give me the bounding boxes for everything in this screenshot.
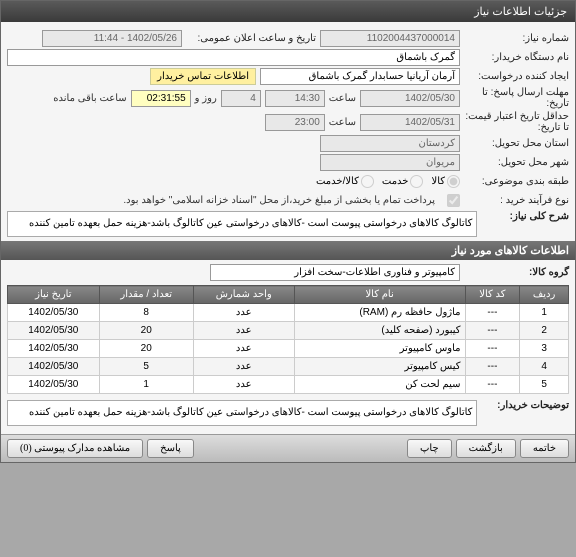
col-code: کد کالا xyxy=(465,286,520,304)
day-and-label: روز و xyxy=(195,93,217,104)
remaining-label: ساعت باقی مانده xyxy=(53,93,126,104)
table-cell: عدد xyxy=(193,304,294,322)
table-row[interactable]: 1---ماژول حافظه رم (RAM)عدد81402/05/30 xyxy=(8,304,569,322)
footer-left-group: خاتمه بازگشت چاپ xyxy=(407,439,569,458)
buyer-notes-box: کاتالوگ کالاهای درخواستی پیوست است -کالا… xyxy=(7,400,477,426)
table-header-row: ردیف کد کالا نام کالا واحد شمارش تعداد /… xyxy=(8,286,569,304)
col-name: نام کالا xyxy=(294,286,465,304)
table-cell: عدد xyxy=(193,340,294,358)
table-cell: سیم لحت کن xyxy=(294,376,465,394)
reply-button[interactable]: پاسخ xyxy=(147,439,194,458)
city-field: مریوان xyxy=(320,154,460,171)
desc-header-label: شرح کلی نیاز: xyxy=(481,211,569,222)
items-section-header: اطلاعات کالاهای مورد نیاز xyxy=(1,241,575,260)
category-radios: کالا خدمت کالا/خدمت xyxy=(316,173,460,190)
announce-label: تاریخ و ساعت اعلان عمومی: xyxy=(186,33,316,44)
table-row[interactable]: 5---سیم لحت کنعدد11402/05/30 xyxy=(8,376,569,394)
table-cell: 1402/05/30 xyxy=(8,304,100,322)
items-table: ردیف کد کالا نام کالا واحد شمارش تعداد /… xyxy=(7,285,569,394)
close-button[interactable]: خاتمه xyxy=(520,439,569,458)
footer-right-group: پاسخ مشاهده مدارک پیوستی (0) xyxy=(7,439,194,458)
table-cell: --- xyxy=(465,376,520,394)
table-row[interactable]: 3---ماوس کامپیوترعدد201402/05/30 xyxy=(8,340,569,358)
footer: خاتمه بازگشت چاپ پاسخ مشاهده مدارک پیوست… xyxy=(1,434,575,462)
table-cell: عدد xyxy=(193,376,294,394)
days-remaining: 4 xyxy=(221,90,261,107)
print-button[interactable]: چاپ xyxy=(407,439,452,458)
hour-label-2: ساعت xyxy=(329,117,356,128)
table-cell: کیبورد (صفحه کلید) xyxy=(294,322,465,340)
agency-label: نام دستگاه خریدار: xyxy=(464,52,569,63)
creator-field: آرمان آریانیا حسابدار گمرک باشماق xyxy=(260,68,460,85)
deadline-date: 1402/05/30 xyxy=(360,90,460,107)
province-field: کردستان xyxy=(320,135,460,152)
process-checkbox xyxy=(447,194,460,207)
agency-field: گمرک باشماق xyxy=(7,49,460,66)
hour-label-1: ساعت xyxy=(329,93,356,104)
table-cell: 5 xyxy=(520,376,569,394)
req-no-label: شماره نیاز: xyxy=(464,33,569,44)
back-button[interactable]: بازگشت xyxy=(456,439,516,458)
req-no-field: 1102004437000014 xyxy=(320,30,460,47)
process-row: پرداخت تمام یا بخشی از مبلغ خرید،از محل … xyxy=(123,192,460,209)
table-cell: 20 xyxy=(99,322,193,340)
table-cell: 1 xyxy=(99,376,193,394)
table-row[interactable]: 2---کیبورد (صفحه کلید)عدد201402/05/30 xyxy=(8,322,569,340)
table-cell: عدد xyxy=(193,358,294,376)
cat-goods-option[interactable]: کالا xyxy=(431,175,460,188)
deadline-label: مهلت ارسال پاسخ: تا تاریخ: xyxy=(464,87,569,109)
buyer-notes-label: توضیحات خریدار: xyxy=(481,400,569,411)
table-cell: 1402/05/30 xyxy=(8,322,100,340)
table-cell: --- xyxy=(465,304,520,322)
countdown: 02:31:55 xyxy=(131,90,191,107)
group-field: کامپیوتر و فناوری اطلاعات-سخت افزار xyxy=(210,264,460,281)
form-area: شماره نیاز: 1102004437000014 تاریخ و ساع… xyxy=(1,22,575,434)
table-cell: 1402/05/30 xyxy=(8,340,100,358)
cat-goods-radio xyxy=(447,175,460,188)
cat-service-option[interactable]: خدمت xyxy=(382,175,424,188)
table-cell: 4 xyxy=(520,358,569,376)
attachments-button[interactable]: مشاهده مدارک پیوستی (0) xyxy=(7,439,143,458)
table-row[interactable]: 4---کیس کامپیوترعدد51402/05/30 xyxy=(8,358,569,376)
table-cell: 3 xyxy=(520,340,569,358)
cat-both-option[interactable]: کالا/خدمت xyxy=(316,175,374,188)
creator-label: ایجاد کننده درخواست: xyxy=(464,71,569,82)
table-cell: ماوس کامپیوتر xyxy=(294,340,465,358)
announce-field: 1402/05/26 - 11:44 xyxy=(42,30,182,47)
table-cell: 8 xyxy=(99,304,193,322)
table-cell: 20 xyxy=(99,340,193,358)
table-cell: 1402/05/30 xyxy=(8,376,100,394)
process-label: نوع فرآیند خرید : xyxy=(464,195,569,206)
table-cell: --- xyxy=(465,322,520,340)
table-cell: --- xyxy=(465,340,520,358)
table-cell: ماژول حافظه رم (RAM) xyxy=(294,304,465,322)
province-label: استان محل تحویل: xyxy=(464,138,569,149)
main-window: جزئیات اطلاعات نیاز شماره نیاز: 11020044… xyxy=(0,0,576,463)
buyer-contact-button[interactable]: اطلاعات تماس خریدار xyxy=(150,68,256,85)
window-title: جزئیات اطلاعات نیاز xyxy=(474,6,567,18)
deadline-time: 14:30 xyxy=(265,90,325,107)
table-cell: 2 xyxy=(520,322,569,340)
table-cell: 5 xyxy=(99,358,193,376)
cat-both-radio xyxy=(361,175,374,188)
table-cell: 1402/05/30 xyxy=(8,358,100,376)
validity-time: 23:00 xyxy=(265,114,325,131)
category-label: طبقه بندی موضوعی: xyxy=(464,176,569,187)
table-cell: کیس کامپیوتر xyxy=(294,358,465,376)
table-cell: 1 xyxy=(520,304,569,322)
validity-date: 1402/05/31 xyxy=(360,114,460,131)
table-cell: عدد xyxy=(193,322,294,340)
cat-service-radio xyxy=(410,175,423,188)
table-cell: --- xyxy=(465,358,520,376)
col-qty: تعداد / مقدار xyxy=(99,286,193,304)
city-label: شهر محل تحویل: xyxy=(464,157,569,168)
col-date: تاریخ نیاز xyxy=(8,286,100,304)
validity-label: حداقل تاریخ اعتبار قیمت: تا تاریخ: xyxy=(464,111,569,133)
process-note: پرداخت تمام یا بخشی از مبلغ خرید،از محل … xyxy=(123,195,435,206)
group-label: گروه کالا: xyxy=(464,267,569,278)
col-row: ردیف xyxy=(520,286,569,304)
col-unit: واحد شمارش xyxy=(193,286,294,304)
desc-box: کاتالوگ کالاهای درخواستی پیوست است -کالا… xyxy=(7,211,477,237)
titlebar: جزئیات اطلاعات نیاز xyxy=(1,1,575,22)
